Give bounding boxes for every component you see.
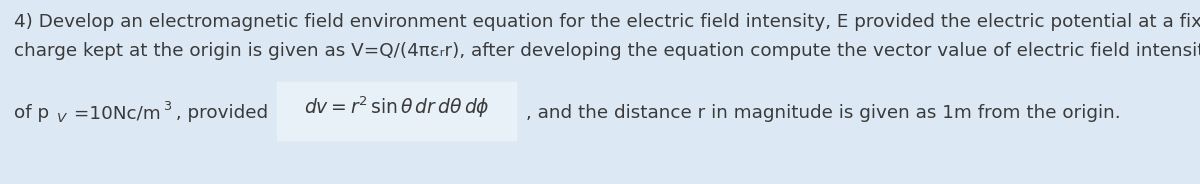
- Text: 4) Develop an electromagnetic field environment equation for the electric field : 4) Develop an electromagnetic field envi…: [14, 13, 1200, 31]
- FancyBboxPatch shape: [277, 82, 516, 140]
- Text: , and the distance r in magnitude is given as 1m from the origin.: , and the distance r in magnitude is giv…: [526, 104, 1121, 122]
- Text: =10Nc/m: =10Nc/m: [68, 104, 161, 122]
- Text: V: V: [58, 112, 66, 125]
- Text: of p: of p: [14, 104, 49, 122]
- Text: 3: 3: [163, 100, 172, 112]
- Text: charge kept at the origin is given as V=Q/(4πεᵣr), after developing the equation: charge kept at the origin is given as V=…: [14, 42, 1200, 60]
- Text: , provided: , provided: [170, 104, 268, 122]
- Text: $dv = r^2\,\sin\theta\,dr\,d\theta\,d\phi$: $dv = r^2\,\sin\theta\,dr\,d\theta\,d\ph…: [304, 94, 490, 120]
